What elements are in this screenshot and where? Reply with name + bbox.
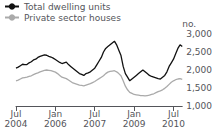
svg-text:Private sector houses: Private sector houses (24, 13, 121, 23)
svg-text:1,000: 1,000 (186, 101, 212, 111)
svg-text:2009: 2009 (123, 119, 146, 129)
svg-text:Jan: Jan (126, 109, 141, 119)
svg-text:Jul: Jul (167, 109, 179, 119)
svg-text:2007: 2007 (83, 119, 106, 129)
svg-text:1,500: 1,500 (186, 83, 212, 93)
svg-text:no.: no. (182, 19, 196, 29)
svg-text:Jul: Jul (88, 109, 100, 119)
svg-text:3,000: 3,000 (186, 29, 212, 39)
svg-text:Total dwelling units: Total dwelling units (23, 2, 111, 12)
svg-text:2006: 2006 (44, 119, 67, 129)
svg-text:Jan: Jan (47, 109, 62, 119)
svg-text:2,000: 2,000 (186, 65, 212, 75)
svg-text:2010: 2010 (162, 119, 185, 129)
svg-text:2004: 2004 (5, 119, 28, 129)
svg-text:2,500: 2,500 (186, 47, 212, 57)
svg-text:Jul: Jul (10, 109, 22, 119)
